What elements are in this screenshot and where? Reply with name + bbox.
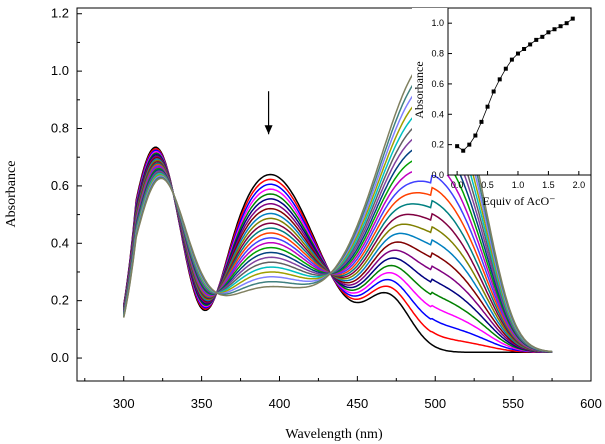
main-y-tick-label: 1.2: [51, 6, 69, 21]
main-x-tick-label: 350: [191, 396, 213, 411]
inset-x-tick-label: 1.0: [512, 180, 525, 190]
main-axis-ticks: 300 350 400 450 500 550 600 0.0 0.2 0.4 0.6 0.8 1.0 1…: [51, 6, 602, 411]
inset-point: [497, 77, 502, 82]
main-x-tick-label: 550: [502, 396, 524, 411]
main-x-tick-label: 500: [424, 396, 446, 411]
inset-x-axis-title: Equiv of AcO⁻: [483, 194, 556, 208]
main-y-axis-title: Absorbance: [4, 161, 19, 228]
main-annotations: [264, 13, 435, 135]
inset-y-tick-label: 1.0: [431, 18, 444, 28]
inset-background: [412, 8, 591, 175]
main-spectra-series: [122, 42, 553, 354]
inset-plot-frame: [447, 7, 592, 176]
inset-titration-series: [455, 16, 575, 153]
inset-point: [564, 21, 569, 26]
inset-point: [522, 46, 527, 51]
inset-point: [503, 66, 508, 71]
inset-y-axis-title: Absorbance: [412, 61, 426, 118]
inset-point: [461, 148, 466, 153]
inset-point: [570, 16, 575, 21]
inset-point: [540, 34, 545, 39]
inset-point: [534, 37, 539, 42]
inset-x-tick-label: 1.5: [542, 180, 555, 190]
main-plot-frame: [76, 7, 592, 382]
inset-y-tick-label: 0.6: [431, 79, 444, 89]
main-x-tick-label: 400: [269, 396, 291, 411]
inset-point: [546, 30, 551, 35]
main-x-axis-title: Wavelength (nm): [285, 427, 383, 442]
main-y-tick-label: 0.0: [51, 350, 69, 365]
main-y-tick-label: 1.0: [51, 63, 69, 78]
inset-point: [528, 42, 533, 47]
inset-y-tick-label: 0.0: [431, 170, 444, 180]
inset-point: [515, 51, 520, 56]
inset-point: [552, 27, 557, 32]
inset-x-tick-label: 0.5: [481, 180, 494, 190]
inset-y-tick-label: 0.8: [431, 49, 444, 59]
inset-point: [479, 119, 484, 124]
inset-point: [558, 24, 563, 29]
main-x-tick-label: 450: [347, 396, 369, 411]
inset-axis-ticks: 0.0 0.5 1.0 1.5 2.0 0.0 0.2 0.4 0.6 0.8 1.0: [431, 18, 585, 190]
inset-y-tick-label: 0.2: [431, 140, 444, 150]
inset-y-tick-label: 0.4: [431, 109, 444, 119]
inset-point: [509, 57, 514, 62]
main-y-tick-label: 0.8: [51, 121, 69, 136]
arrow-down-head: [264, 125, 273, 135]
inset-point: [485, 104, 490, 109]
main-x-tick-label: 300: [113, 396, 135, 411]
inset-point: [491, 89, 496, 94]
spectrum-line: [122, 42, 553, 353]
inset-point: [455, 144, 460, 149]
inset-x-tick-label: 2.0: [573, 180, 586, 190]
main-x-tick-label: 600: [580, 396, 602, 411]
inset-point: [473, 133, 478, 138]
main-y-tick-label: 0.6: [51, 178, 69, 193]
main-y-tick-label: 0.4: [51, 235, 69, 250]
main-y-tick-label: 0.2: [51, 293, 69, 308]
inset-x-tick-label: 0.0: [451, 180, 464, 190]
inset-point: [467, 142, 472, 147]
